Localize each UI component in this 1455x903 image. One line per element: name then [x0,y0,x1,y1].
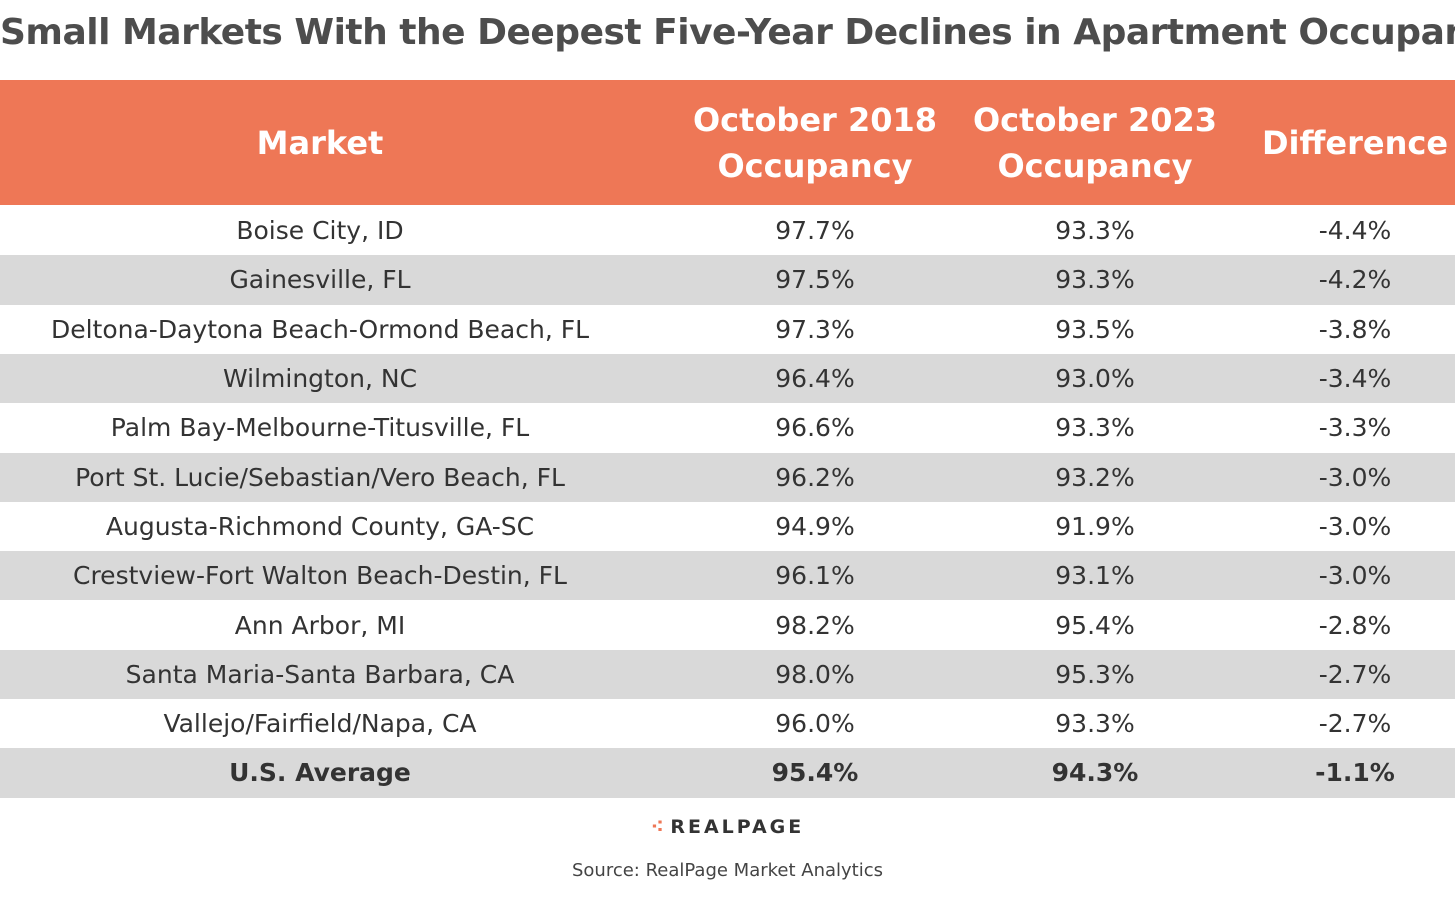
table-cell: 97.5% [775,265,855,295]
logo: ⁖ REALPAGE [0,816,1455,838]
logo-text: REALPAGE [670,816,805,838]
header-cell: October 2018 Occupancy [692,100,938,185]
table-cell: 93.5% [1055,314,1135,344]
table-row: Palm Bay-Melbourne-Titusville, FL 96.6% 93… [0,403,1455,453]
table-cell: 93.3% [1055,265,1135,295]
table-cell: 91.9% [1055,511,1135,541]
table-cell: 94.9% [775,511,855,541]
table-cell: Vallejo/Fairfield/Napa, CA [163,709,477,739]
table-cell: 96.2% [775,462,855,492]
table-cell: 93.1% [1055,561,1135,591]
table-cell: -3.0% [1318,561,1392,591]
table-cell: 93.3% [1055,709,1135,739]
table-cell: 97.7% [775,216,855,246]
table-cell: -2.7% [1318,659,1392,689]
table-cell: -1.1% [1315,758,1395,788]
average-row: U.S. Average 95.4% 94.3% -1.1% [0,748,1455,798]
header-cell: Market [256,123,384,162]
table-cell: Palm Bay-Melbourne-Titusville, FL [110,413,530,443]
table-cell: Deltona-Daytona Beach-Ormond Beach, FL [50,314,590,344]
table-cell: Augusta-Richmond County, GA-SC [105,511,535,541]
table-cell: 95.3% [1055,659,1135,689]
header-cell: Difference [1261,123,1449,162]
table-cell: 96.1% [775,561,855,591]
table-cell: 96.0% [775,709,855,739]
table-row: Augusta-Richmond County, GA-SC 94.9% 91.9%… [0,501,1455,552]
table-header: Market October 2018 Occupancy October 2023… [0,80,1455,205]
table-row: Ann Arbor, MI 98.2% 95.4% -2.8% [0,600,1455,650]
table-cell: Crestview-Fort Walton Beach-Destin, FL [73,561,567,591]
table-cell: 94.3% [1051,758,1139,788]
table-row: Deltona-Daytona Beach-Ormond Beach, FL 97… [0,304,1455,354]
table-cell: 96.6% [775,413,855,443]
header-cell: October 2023 Occupancy [972,100,1218,185]
table-cell: 93.0% [1055,364,1135,394]
table-cell: U.S. Average [229,758,411,788]
table-cell: -3.0% [1318,462,1392,492]
table-cell: 95.4% [1055,610,1135,640]
table-cell: 96.4% [775,364,855,394]
table-row: Vallejo/Fairfield/Napa, CA 96.0% 93.3% -2.7… [0,699,1455,749]
table-cell: Boise City, ID [236,216,404,246]
table-cell: -3.3% [1318,413,1392,443]
table-row: Santa Maria-Santa Barbara, CA 98.0% 95.3% -… [0,649,1455,699]
table-cell: 98.2% [775,610,855,640]
table-row: Wilmington, NC 96.4% 93.0% -3.4% [0,353,1455,404]
table-cell: 93.3% [1055,413,1135,443]
table-cell: Santa Maria-Santa Barbara, CA [125,659,515,689]
table-cell: Port St. Lucie/Sebastian/Vero Beach, FL [75,462,565,492]
table-cell: -2.7% [1318,709,1392,739]
table-cell: Ann Arbor, MI [234,610,406,640]
title: Small Markets With the Deepest Five-Year… [0,12,1455,53]
table-cell: Wilmington, NC [222,364,418,394]
table-row: Gainesville, FL 97.5% 93.3% -4.2% [0,255,1455,305]
table-cell: 93.3% [1055,216,1135,246]
table-cell: -3.8% [1318,314,1392,344]
table-cell: 98.0% [775,659,855,689]
table-row: Crestview-Fort Walton Beach-Destin, FL 96… [0,551,1455,601]
table-cell: 95.4% [771,758,859,788]
source: Source: RealPage Market Analytics [571,860,884,881]
table-cell: -4.4% [1318,216,1392,246]
table-cell: 93.2% [1055,462,1135,492]
table-cell: -3.4% [1318,364,1392,394]
table-cell: Gainesville, FL [229,265,411,295]
table-row: Port St. Lucie/Sebastian/Vero Beach, FL 9… [0,452,1455,502]
table-cell: -2.8% [1318,610,1392,640]
table-cell: -4.2% [1318,265,1392,295]
table-cell: -3.0% [1318,511,1392,541]
table-row: Boise City, ID 97.7% 93.3% -4.4% [0,206,1455,256]
table-cell: 97.3% [775,314,855,344]
logo-dots: ⁖ [650,816,671,838]
